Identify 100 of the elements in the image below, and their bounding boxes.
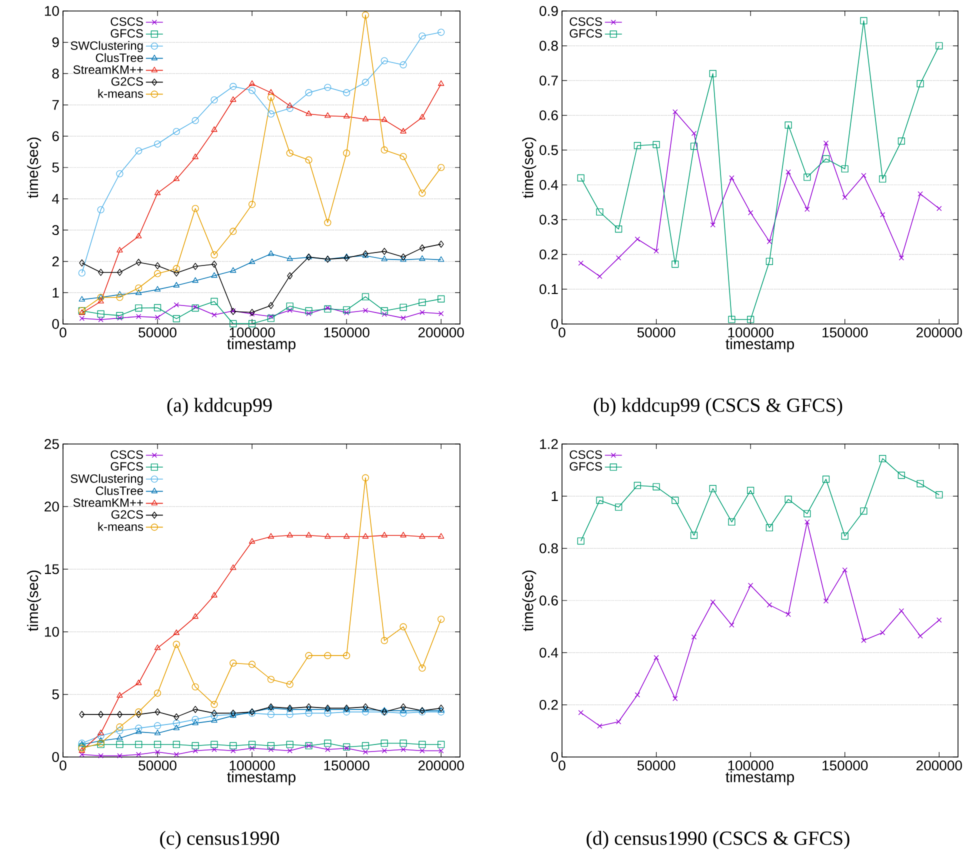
point	[343, 708, 350, 716]
point	[709, 70, 716, 78]
x-axis-title: timestamp	[726, 771, 794, 786]
point	[324, 533, 331, 539]
point	[596, 496, 604, 504]
point	[267, 742, 274, 750]
point	[286, 532, 293, 538]
legend-label: k-means	[98, 522, 144, 531]
point	[420, 748, 425, 754]
point	[936, 617, 942, 623]
point	[174, 269, 180, 277]
point	[248, 660, 256, 668]
point	[860, 507, 868, 515]
point	[305, 89, 312, 96]
point	[230, 82, 237, 90]
point	[380, 146, 388, 154]
point	[343, 89, 350, 96]
point	[841, 165, 848, 172]
point	[154, 690, 162, 697]
point	[747, 486, 754, 494]
point	[305, 156, 312, 164]
x-tick-label: 150000	[324, 760, 370, 770]
y-tick-label: 0	[52, 752, 59, 762]
y-axis-title: time(sec)	[27, 570, 42, 632]
point	[192, 262, 198, 270]
point	[918, 633, 923, 639]
point	[438, 80, 444, 86]
point	[172, 315, 180, 322]
legend-label: CSCS	[570, 17, 602, 26]
point	[97, 310, 104, 318]
point	[382, 248, 388, 255]
point	[879, 175, 886, 183]
point	[116, 740, 124, 748]
point	[672, 109, 678, 114]
y-tick-label: 15	[44, 564, 59, 574]
x-tick-label: 100000	[728, 328, 774, 338]
point	[936, 206, 942, 212]
point	[248, 86, 256, 94]
point	[804, 206, 810, 212]
point	[286, 740, 294, 748]
point	[192, 204, 199, 212]
point	[343, 112, 350, 118]
point	[116, 268, 122, 276]
point	[748, 210, 754, 216]
point	[577, 174, 584, 182]
point	[172, 265, 180, 272]
point	[652, 140, 660, 148]
point	[136, 728, 142, 734]
y-tick-label: 1	[552, 491, 558, 501]
text: (a) kddcup99	[167, 398, 272, 416]
point	[362, 742, 370, 750]
point	[362, 703, 368, 710]
point	[249, 308, 255, 316]
point	[804, 174, 811, 181]
y-tick-label: 0.1	[540, 284, 558, 294]
x-axis-title: timestamp	[227, 338, 296, 352]
point	[98, 753, 104, 758]
point	[898, 472, 905, 479]
y-tick-label: 1	[52, 288, 59, 298]
point	[438, 707, 444, 713]
legend-label: GFCS	[110, 462, 143, 471]
point	[381, 116, 388, 122]
point	[597, 274, 602, 279]
point	[690, 142, 698, 150]
point	[286, 255, 293, 261]
point	[419, 533, 426, 539]
point	[842, 567, 848, 573]
legend-label: GFCS	[570, 29, 602, 38]
point	[362, 749, 368, 755]
point	[117, 315, 122, 321]
point	[786, 612, 791, 617]
point	[400, 703, 406, 710]
point	[230, 742, 237, 750]
point	[230, 96, 236, 102]
point	[306, 703, 312, 710]
point	[248, 320, 256, 328]
point	[362, 116, 369, 122]
point	[154, 314, 160, 320]
point	[362, 12, 370, 19]
point	[362, 706, 369, 712]
point	[116, 710, 122, 718]
point	[174, 752, 180, 758]
point	[267, 710, 274, 718]
point	[418, 664, 426, 672]
point	[192, 748, 198, 754]
point	[268, 533, 274, 539]
y-tick-label: 0.9	[540, 6, 558, 16]
x-tick-label: 200000	[418, 760, 464, 770]
text: (b) kddcup99 (CSCS & GFCS)	[594, 398, 842, 416]
point	[78, 296, 86, 302]
point	[211, 710, 217, 717]
point	[286, 302, 294, 310]
point	[116, 294, 124, 301]
y-tick-label: 0	[551, 319, 558, 329]
point	[230, 228, 237, 235]
point	[268, 89, 274, 95]
point	[747, 316, 754, 324]
point	[898, 255, 904, 261]
y-tick-label: 0.5	[540, 145, 558, 156]
x-tick-label: 150000	[822, 328, 868, 338]
